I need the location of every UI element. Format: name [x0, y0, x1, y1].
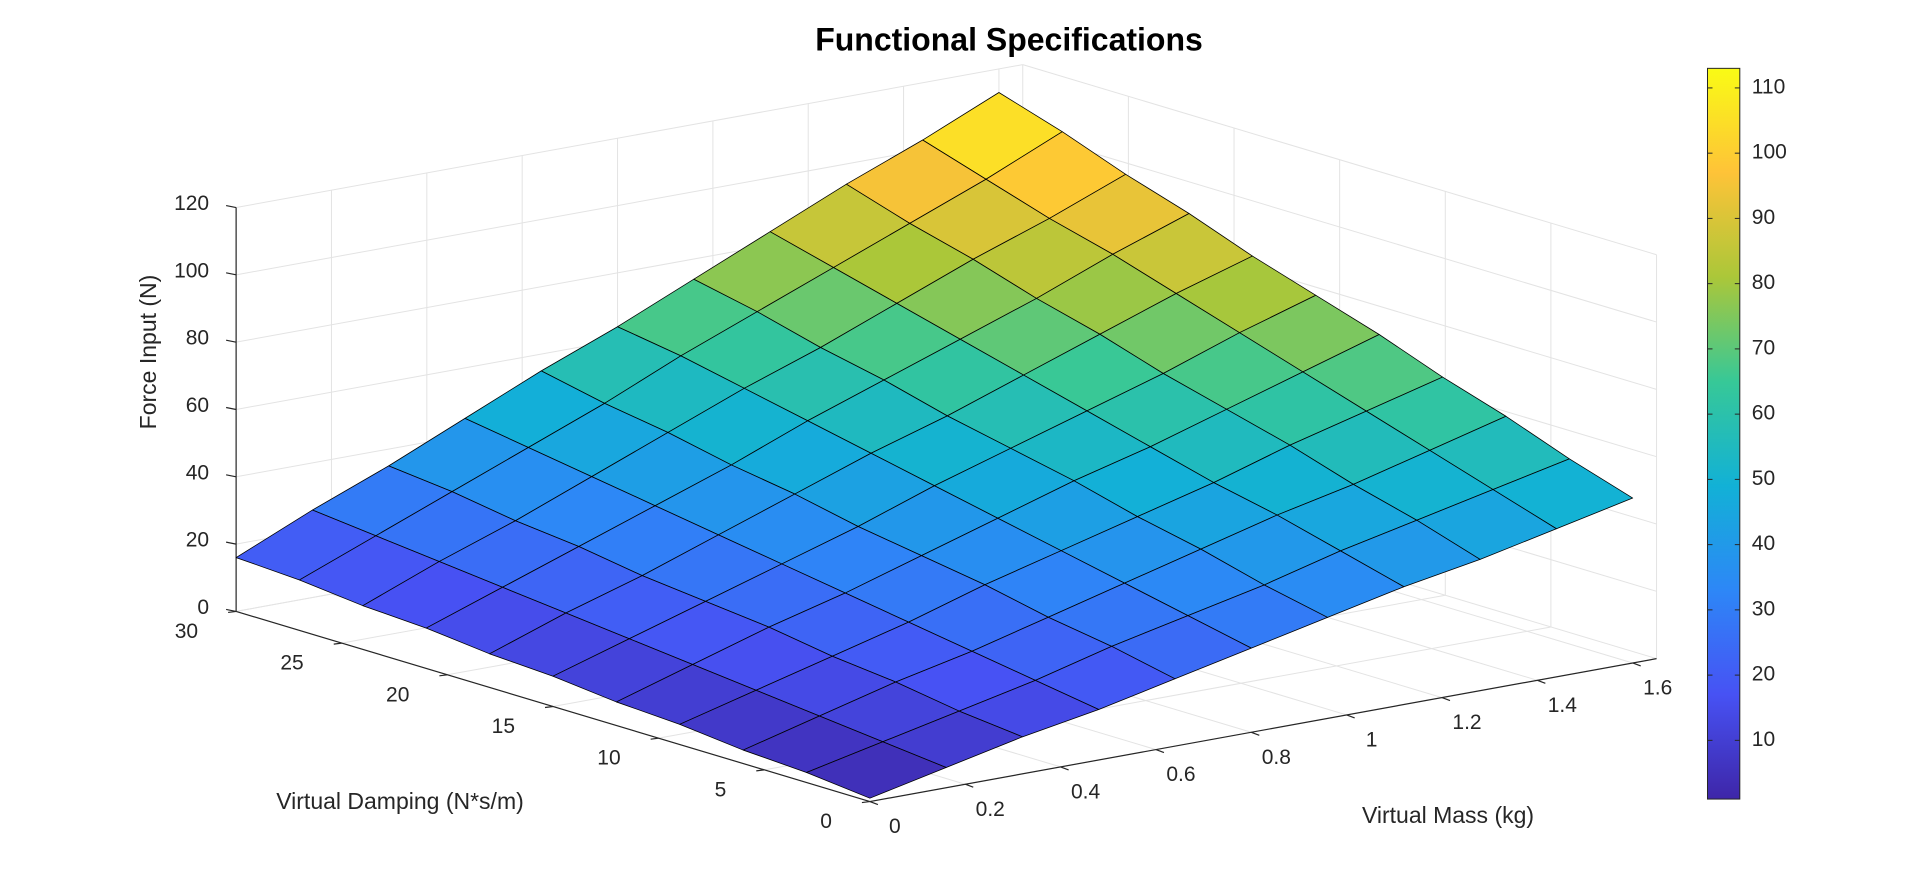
x-tick	[965, 783, 974, 788]
y-tick	[650, 737, 659, 740]
colorbar-tick-label: 70	[1752, 336, 1775, 359]
colorbar-tick-label: 60	[1752, 402, 1775, 425]
z-tick	[225, 204, 237, 209]
y-tick-label: 15	[492, 715, 515, 738]
x-tick-label: 1.4	[1548, 694, 1578, 717]
y-tick-label: 5	[715, 778, 727, 801]
x-tick-label: 1.2	[1452, 711, 1481, 734]
x-tick-label: 1.6	[1643, 677, 1672, 700]
z-tick-label: 80	[186, 327, 209, 350]
grid-line	[1022, 64, 1657, 256]
colorbar-tick-label: 90	[1752, 206, 1775, 229]
z-tick-label: 40	[186, 461, 209, 484]
y-tick	[333, 642, 342, 645]
z-tick	[225, 474, 237, 478]
z-tick	[225, 541, 237, 545]
grid-line	[236, 131, 1023, 276]
grid-line	[236, 64, 1023, 209]
x-tick	[1060, 766, 1069, 771]
z-tick-label: 20	[186, 529, 209, 552]
x-tick-label: 0.4	[1071, 780, 1101, 803]
x-tick	[1441, 697, 1451, 702]
x-tick-label: 0	[889, 815, 901, 838]
y-tick-label: 20	[386, 683, 409, 706]
colorbar-tick-label: 80	[1752, 271, 1775, 294]
x-tick	[869, 800, 879, 806]
y-axis-label: Virtual Damping (N*s/m)	[276, 788, 524, 814]
z-tick	[225, 608, 237, 613]
x-tick	[1537, 679, 1546, 684]
colorbar-tick-label: 110	[1752, 75, 1785, 98]
y-tick	[756, 769, 765, 772]
colorbar-tick-label: 10	[1752, 728, 1775, 751]
x-tick	[1346, 714, 1355, 719]
z-axis-label: Force Input (N)	[135, 275, 161, 430]
x-tick-label: 0.8	[1262, 746, 1291, 769]
x-tick-label: 1	[1366, 728, 1378, 751]
y-tick	[861, 800, 870, 804]
z-tick	[225, 339, 237, 343]
y-tick-label: 25	[280, 652, 303, 675]
x-tick-label: 0.6	[1166, 763, 1195, 786]
x-axis-line	[869, 658, 1657, 803]
surface-patch	[806, 741, 947, 799]
z-tick	[225, 272, 237, 276]
z-tick-label: 120	[174, 192, 209, 215]
y-tick-label: 0	[820, 810, 832, 833]
z-tick	[225, 406, 237, 411]
x-axis-label: Virtual Mass (kg)	[1362, 802, 1534, 828]
colorbar-tick-label: 100	[1752, 141, 1787, 164]
colorbar-tick-label: 40	[1752, 532, 1775, 555]
colorbar-tick-label: 30	[1752, 597, 1775, 620]
chart-title: Functional Specifications	[815, 21, 1203, 57]
grid-line	[1022, 131, 1657, 323]
z-tick-label: 60	[186, 394, 209, 417]
z-tick-label: 100	[174, 259, 209, 282]
y-tick-label: 30	[175, 620, 198, 643]
x-tick	[1155, 749, 1165, 754]
y-tick-label: 10	[597, 747, 620, 770]
y-tick	[439, 674, 448, 677]
colorbar-tick-label: 50	[1752, 467, 1775, 490]
x-tick	[1251, 731, 1260, 736]
y-tick	[544, 705, 554, 709]
colorbar-tick-label: 20	[1752, 663, 1775, 686]
x-tick-label: 0.2	[976, 798, 1005, 821]
colorbar	[1706, 67, 1741, 800]
x-tick	[1632, 662, 1641, 667]
z-tick-label: 0	[197, 596, 209, 619]
